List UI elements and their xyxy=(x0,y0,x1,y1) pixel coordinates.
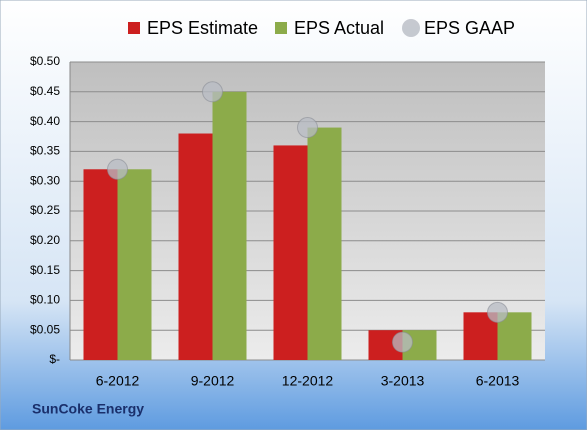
legend-label: EPS Estimate xyxy=(147,18,258,38)
gaap-marker xyxy=(392,331,413,353)
source-label: SunCoke Energy xyxy=(32,401,144,417)
bar xyxy=(273,145,308,360)
gaap-marker xyxy=(107,158,128,180)
y-tick-label: $0.25 xyxy=(30,203,60,217)
x-tick-label: 9-2012 xyxy=(191,373,235,389)
bar xyxy=(212,91,247,361)
x-tick-label: 12-2012 xyxy=(282,373,334,389)
y-tick-label: $0.10 xyxy=(30,293,60,307)
gaap-marker xyxy=(487,301,508,323)
gaap-marker xyxy=(202,81,223,103)
bar xyxy=(307,127,342,360)
x-tick-label: 6-2013 xyxy=(476,373,520,389)
legend-swatch xyxy=(275,22,287,34)
y-tick-label: $0.45 xyxy=(30,84,60,98)
legend-label: EPS Actual xyxy=(294,18,384,38)
bar xyxy=(178,133,213,360)
y-tick-label: $0.30 xyxy=(30,173,60,187)
y-tick-label: $0.05 xyxy=(30,322,60,336)
y-tick-label: $0.40 xyxy=(30,114,60,128)
x-tick-label: 3-2013 xyxy=(381,373,425,389)
bar xyxy=(83,169,118,360)
bar xyxy=(117,169,152,360)
y-tick-label: $0.35 xyxy=(30,144,60,158)
legend-swatch xyxy=(128,22,140,34)
gaap-marker xyxy=(297,117,318,139)
legend-marker xyxy=(402,19,420,37)
legend-label: EPS GAAP xyxy=(424,18,515,38)
y-tick-label: $0.50 xyxy=(30,54,60,68)
y-tick-label: $0.20 xyxy=(30,233,60,247)
x-tick-label: 6-2012 xyxy=(96,373,140,389)
y-tick-label: $- xyxy=(49,352,60,366)
y-tick-label: $0.15 xyxy=(30,263,60,277)
